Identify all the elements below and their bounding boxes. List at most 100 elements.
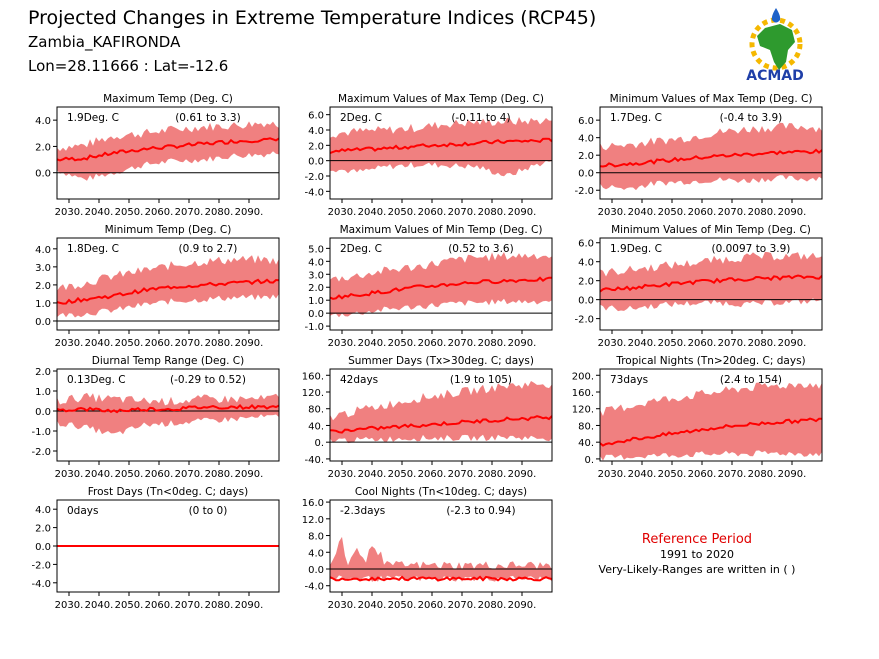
x-tick-label: 2050. — [658, 469, 687, 480]
y-tick-label: 1.0 — [35, 387, 51, 398]
panel-range: (-0.11 to 4) — [451, 112, 510, 124]
y-tick-label: -4.0 — [304, 187, 324, 198]
y-tick-label: 2.0 — [35, 367, 51, 378]
y-tick-label: 8.0 — [308, 532, 324, 543]
africa-icon — [757, 24, 795, 70]
x-tick-label: 2030. — [328, 338, 357, 349]
x-tick-label: 2040. — [85, 338, 114, 349]
x-tick-label: 2060. — [145, 600, 174, 611]
y-tick-label: 0.0 — [35, 169, 51, 180]
plot-area — [600, 122, 822, 191]
x-tick-label: 2090. — [235, 338, 264, 349]
x-tick-label: 2040. — [358, 207, 387, 218]
plot-area — [57, 392, 279, 435]
x-tick-label: 2080. — [205, 469, 234, 480]
x-tick-label: 2040. — [85, 469, 114, 480]
coordinates: Lon=28.11666 : Lat=-12.6 — [28, 57, 228, 75]
x-tick-label: 2050. — [388, 600, 417, 611]
y-tick-label: 4.0 — [35, 116, 51, 127]
y-tick-label: 2.0 — [35, 142, 51, 153]
panel-title: Maximum Values of Min Temp (Deg. C) — [340, 224, 543, 236]
x-tick-label: 2070. — [448, 207, 477, 218]
x-tick-label: 2090. — [778, 469, 807, 480]
x-tick-label: 2050. — [658, 338, 687, 349]
range-band — [330, 381, 552, 444]
y-tick-label: 2.0 — [308, 141, 324, 152]
y-tick-label: 2.0 — [308, 283, 324, 294]
x-tick-label: 2070. — [175, 338, 204, 349]
x-tick-label: 2090. — [508, 207, 537, 218]
y-tick-label: -4.0 — [31, 579, 51, 590]
y-tick-label: 3.0 — [35, 263, 51, 274]
x-tick-label: 2070. — [448, 469, 477, 480]
y-tick-label: -2.0 — [574, 315, 594, 326]
x-tick-label: 2090. — [778, 338, 807, 349]
panel-6: -2.0 0.0 2.0 4.0 6.0 2030. 2040. 2050. 2060. 2070… — [574, 224, 823, 349]
mean-line — [57, 278, 279, 305]
panel-summary: 1.8Deg. C — [67, 243, 119, 255]
mean-line — [330, 276, 552, 300]
x-tick-label: 2060. — [688, 207, 717, 218]
panel-1: 0.0 2.0 4.0 2030. 2040. 2050. 2060. 2070. 2080. 2… — [35, 93, 280, 218]
x-tick-label: 2030. — [598, 338, 627, 349]
x-tick-label: 2070. — [448, 338, 477, 349]
x-tick-label: 2080. — [478, 469, 507, 480]
plot-area — [330, 536, 552, 582]
mean-line — [57, 137, 279, 162]
x-tick-label: 2080. — [478, 338, 507, 349]
x-tick-label: 2080. — [748, 207, 777, 218]
x-tick-label: 2060. — [145, 338, 174, 349]
y-tick-label: 0.0 — [35, 542, 51, 553]
y-tick-label: 200. — [572, 371, 594, 382]
x-tick-label: 2060. — [418, 338, 447, 349]
panel-summary: 1.9Deg. C — [610, 243, 662, 255]
reference-note: Very-Likely-Ranges are written in ( ) — [599, 563, 796, 576]
x-tick-label: 2080. — [205, 600, 234, 611]
y-tick-label: -2.0 — [574, 186, 594, 197]
logo-text: ACMAD — [746, 68, 804, 84]
x-tick-label: 2060. — [418, 207, 447, 218]
x-tick-label: 2060. — [145, 207, 174, 218]
y-tick-label: 1.0 — [308, 296, 324, 307]
panel-range: (0.9 to 2.7) — [179, 243, 238, 255]
x-tick-label: 2060. — [418, 600, 447, 611]
y-tick-label: 0.0 — [35, 407, 51, 418]
plot-frame — [329, 368, 553, 462]
y-tick-label: 80. — [308, 405, 324, 416]
plot-frame — [329, 237, 553, 331]
x-tick-label: 2040. — [628, 338, 657, 349]
plot-frame — [599, 237, 823, 331]
x-tick-label: 2050. — [388, 207, 417, 218]
y-tick-label: 2.0 — [578, 151, 594, 162]
x-tick-label: 2060. — [145, 469, 174, 480]
range-band — [57, 121, 279, 181]
y-tick-label: 4.0 — [308, 126, 324, 137]
x-tick-label: 2060. — [688, 469, 717, 480]
y-tick-label: 4.0 — [578, 134, 594, 145]
panel-2: -4.0 -2.0 0.0 2.0 4.0 6.0 2030. 2040. 2050. 2060.… — [304, 93, 553, 218]
y-tick-label: 0.0 — [308, 157, 324, 168]
range-band — [600, 382, 822, 461]
x-tick-label: 2060. — [418, 469, 447, 480]
y-tick-label: 0.0 — [35, 317, 51, 328]
plot-area — [330, 381, 552, 444]
y-tick-label: -2.0 — [31, 560, 51, 571]
plot-frame — [599, 368, 823, 462]
x-tick-label: 2070. — [175, 207, 204, 218]
x-tick-label: 2070. — [175, 469, 204, 480]
panel-title: Tropical Nights (Tn>20deg. C; days) — [615, 355, 805, 367]
y-tick-label: 5.0 — [308, 244, 324, 255]
y-tick-label: 4.0 — [578, 258, 594, 269]
x-tick-label: 2050. — [115, 338, 144, 349]
y-tick-label: 0. — [314, 438, 324, 449]
x-tick-label: 2050. — [658, 207, 687, 218]
y-tick-label: 160. — [302, 371, 324, 382]
y-tick-label: 0.0 — [308, 309, 324, 320]
x-tick-label: 2030. — [328, 207, 357, 218]
x-tick-label: 2090. — [508, 469, 537, 480]
x-tick-label: 2090. — [508, 600, 537, 611]
panel-summary: 1.9Deg. C — [67, 112, 119, 124]
reference-period: 1991 to 2020 — [660, 548, 734, 561]
y-tick-label: 0.0 — [308, 565, 324, 576]
panel-title: Minimum Temp (Deg. C) — [105, 224, 232, 236]
